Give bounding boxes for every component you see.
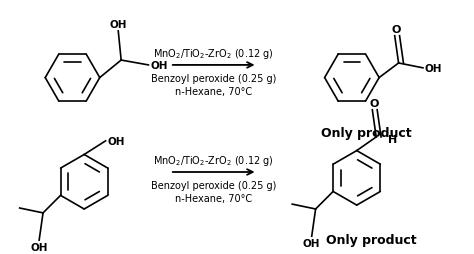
Text: n-Hexane, 70°C: n-Hexane, 70°C	[175, 194, 252, 204]
Text: OH: OH	[425, 64, 442, 74]
Text: Benzoyl peroxide (0.25 g): Benzoyl peroxide (0.25 g)	[151, 180, 276, 190]
Text: OH: OH	[303, 238, 320, 248]
Text: Only product: Only product	[326, 233, 417, 246]
Text: OH: OH	[150, 61, 168, 71]
Text: Only product: Only product	[321, 127, 412, 140]
Text: OH: OH	[30, 242, 48, 252]
Text: n-Hexane, 70°C: n-Hexane, 70°C	[175, 87, 252, 97]
Text: MnO$_2$/TiO$_2$-ZrO$_2$ (0.12 g): MnO$_2$/TiO$_2$-ZrO$_2$ (0.12 g)	[153, 153, 274, 167]
Text: O: O	[392, 25, 401, 35]
Text: OH: OH	[109, 20, 127, 30]
Text: OH: OH	[108, 136, 125, 146]
Text: Benzoyl peroxide (0.25 g): Benzoyl peroxide (0.25 g)	[151, 73, 276, 83]
Text: MnO$_2$/TiO$_2$-ZrO$_2$ (0.12 g): MnO$_2$/TiO$_2$-ZrO$_2$ (0.12 g)	[153, 47, 274, 61]
Text: H: H	[388, 134, 397, 144]
Text: O: O	[370, 98, 379, 108]
